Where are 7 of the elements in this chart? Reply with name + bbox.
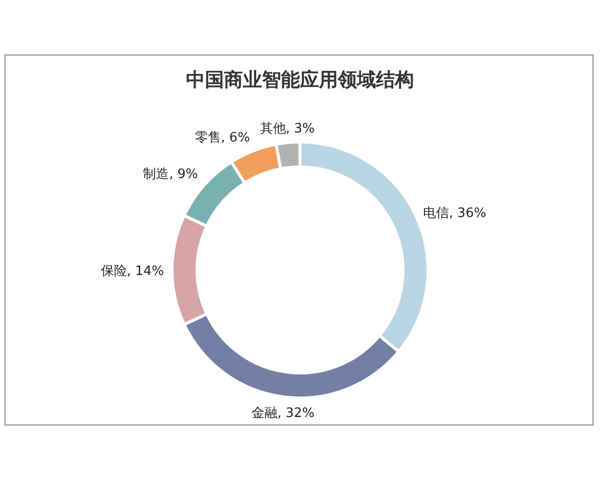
- slice-label: 零售, 6%: [195, 130, 250, 146]
- slice-label: 金融, 32%: [251, 406, 315, 421]
- slice-label: 保险, 14%: [100, 264, 164, 279]
- slice-label: 电信, 36%: [423, 206, 486, 222]
- chart-title: 中国商业智能应用领域结构: [186, 69, 414, 91]
- slice-label: 其他, 3%: [260, 122, 315, 137]
- slice-label: 制造, 9%: [143, 167, 198, 182]
